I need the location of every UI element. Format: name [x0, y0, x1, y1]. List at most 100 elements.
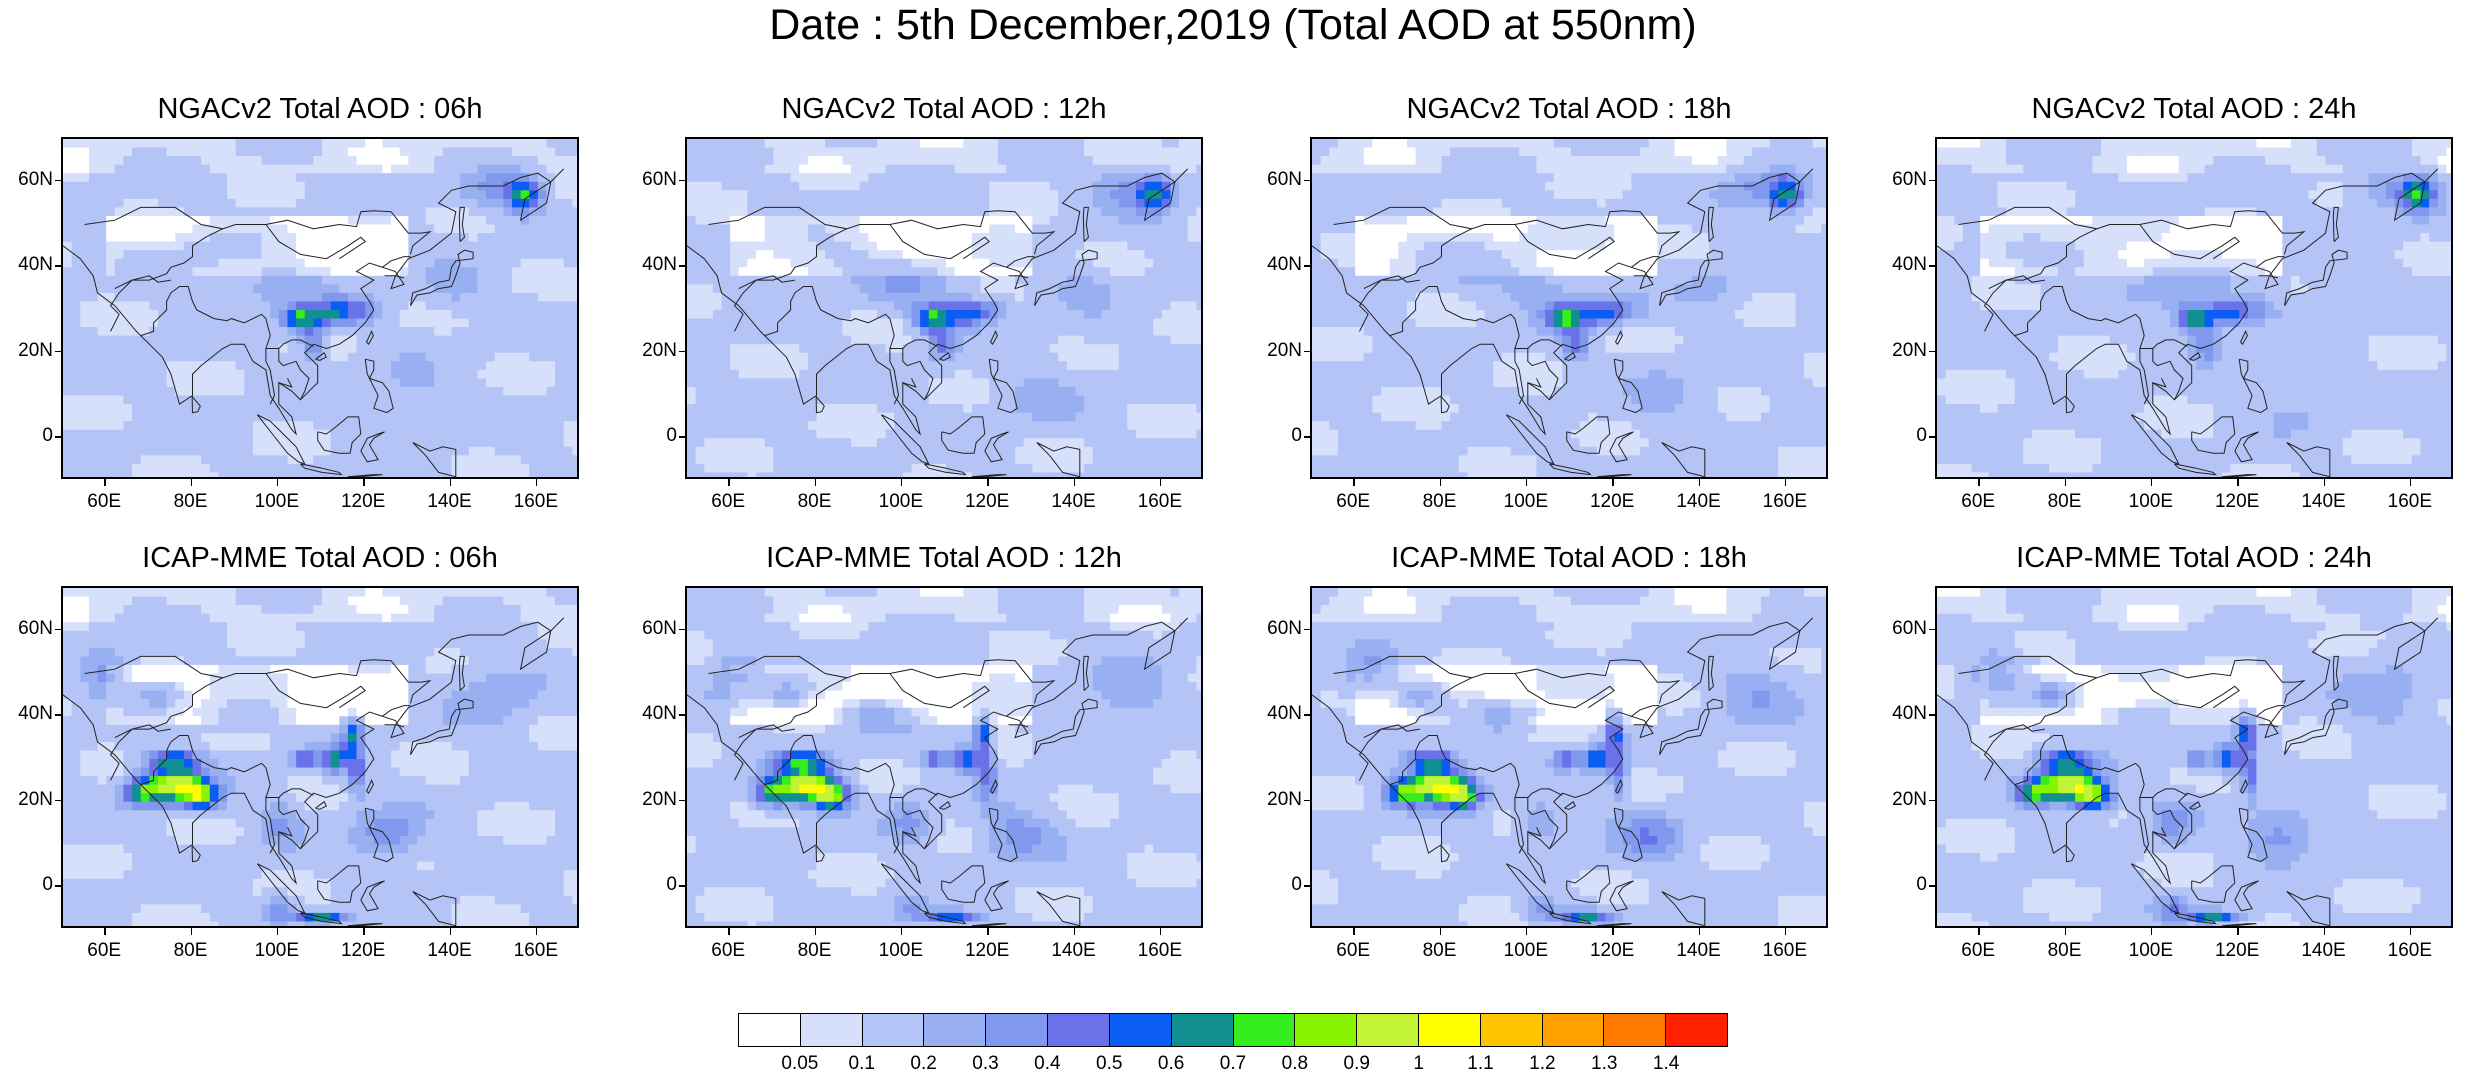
colorbar-swatch: [1048, 1014, 1110, 1046]
lon-tick-label: 140E: [1669, 940, 1729, 962]
lon-tick: [1978, 928, 1980, 935]
lat-tick: [55, 800, 61, 802]
lat-tick-label: 40N: [1887, 703, 1927, 725]
lon-tick: [901, 928, 903, 935]
lon-tick-label: 140E: [1669, 491, 1729, 513]
lat-tick-label: 60N: [13, 169, 53, 191]
lat-tick: [1929, 885, 1935, 887]
lat-tick-label: 0: [13, 874, 53, 896]
lat-tick: [1304, 714, 1310, 716]
lon-tick: [104, 928, 106, 935]
lat-tick: [55, 265, 61, 267]
lat-tick: [679, 265, 685, 267]
lat-tick: [1929, 265, 1935, 267]
aod-field: [1312, 588, 1828, 928]
lat-tick: [55, 629, 61, 631]
lat-tick-label: 60N: [1887, 169, 1927, 191]
lat-tick: [55, 180, 61, 182]
lon-tick: [1440, 479, 1442, 486]
lon-tick-label: 80E: [1410, 491, 1470, 513]
lon-tick-label: 100E: [1496, 940, 1556, 962]
colorbar-label: 0.5: [1079, 1053, 1139, 1075]
lat-tick: [679, 351, 685, 353]
lat-tick: [1304, 800, 1310, 802]
lat-tick: [679, 436, 685, 438]
lon-tick: [1785, 479, 1787, 486]
lat-tick-label: 40N: [637, 703, 677, 725]
lon-tick-label: 80E: [2035, 491, 2095, 513]
lat-tick-label: 60N: [1262, 618, 1302, 640]
lon-tick: [1526, 928, 1528, 935]
lat-tick-label: 60N: [637, 169, 677, 191]
lat-tick-label: 20N: [1887, 340, 1927, 362]
aod-map-panel: [1310, 137, 1828, 479]
lat-tick-label: 40N: [13, 254, 53, 276]
lon-tick-label: 140E: [1044, 940, 1104, 962]
panel-title: ICAP-MME Total AOD : 06h: [60, 541, 580, 575]
lat-tick: [1304, 351, 1310, 353]
aod-map-panel: [1935, 137, 2453, 479]
lon-tick-label: 120E: [2207, 940, 2267, 962]
lon-tick-label: 100E: [871, 491, 931, 513]
colorbar-label: 1.1: [1451, 1053, 1511, 1075]
lon-tick-label: 120E: [333, 940, 393, 962]
lon-tick-label: 100E: [1496, 491, 1556, 513]
lon-tick-label: 120E: [2207, 491, 2267, 513]
lon-tick-label: 80E: [161, 491, 221, 513]
lon-tick-label: 140E: [420, 940, 480, 962]
lon-tick-label: 140E: [420, 491, 480, 513]
lon-tick: [536, 928, 538, 935]
lat-tick-label: 0: [637, 874, 677, 896]
lon-tick: [2065, 928, 2067, 935]
lon-tick: [2151, 928, 2153, 935]
colorbar-swatch: [1172, 1014, 1234, 1046]
lat-tick: [1929, 351, 1935, 353]
lon-tick-label: 160E: [2380, 940, 2440, 962]
lon-tick-label: 80E: [1410, 940, 1470, 962]
lat-tick-label: 20N: [637, 340, 677, 362]
lon-tick-label: 60E: [1323, 491, 1383, 513]
lat-tick: [1304, 629, 1310, 631]
lat-tick: [1929, 714, 1935, 716]
lon-tick-label: 60E: [74, 491, 134, 513]
aod-map-panel: [685, 137, 1203, 479]
lon-tick-label: 160E: [2380, 491, 2440, 513]
lat-tick-label: 40N: [1887, 254, 1927, 276]
lat-tick: [55, 714, 61, 716]
colorbar-label: 0.2: [894, 1053, 954, 1075]
lon-tick: [815, 928, 817, 935]
lon-tick-label: 160E: [506, 940, 566, 962]
lon-tick: [1699, 479, 1701, 486]
lat-tick-label: 20N: [13, 789, 53, 811]
lon-tick: [277, 479, 279, 486]
lon-tick: [728, 479, 730, 486]
lat-tick-label: 0: [13, 425, 53, 447]
lon-tick: [2410, 928, 2412, 935]
aod-map-panel: [685, 586, 1203, 928]
panel-title: NGACv2 Total AOD : 06h: [60, 92, 580, 126]
colorbar-swatch: [1110, 1014, 1172, 1046]
lon-tick: [1978, 479, 1980, 486]
lon-tick: [2065, 479, 2067, 486]
aod-map-panel: [1935, 586, 2453, 928]
lat-tick-label: 0: [1262, 874, 1302, 896]
lon-tick-label: 100E: [247, 491, 307, 513]
lon-tick: [728, 928, 730, 935]
lat-tick: [55, 436, 61, 438]
colorbar-swatch: [863, 1014, 925, 1046]
colorbar-label: 0.3: [956, 1053, 1016, 1075]
lon-tick-label: 60E: [1948, 491, 2008, 513]
lon-tick: [1440, 928, 1442, 935]
lat-tick: [1304, 180, 1310, 182]
aod-map-panel: [61, 586, 579, 928]
lon-tick-label: 160E: [1755, 940, 1815, 962]
lon-tick-label: 160E: [1755, 491, 1815, 513]
colorbar-swatch: [1481, 1014, 1543, 1046]
lon-tick: [1074, 928, 1076, 935]
lat-tick: [679, 629, 685, 631]
lat-tick: [679, 885, 685, 887]
lon-tick: [1612, 928, 1614, 935]
lat-tick-label: 0: [1887, 874, 1927, 896]
colorbar-label: 0.6: [1141, 1053, 1201, 1075]
lon-tick: [2237, 479, 2239, 486]
